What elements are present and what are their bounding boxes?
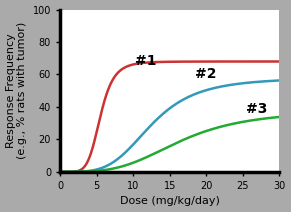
Y-axis label: Response Frequency
(e.g., % rats with tumor): Response Frequency (e.g., % rats with tu…	[6, 22, 27, 159]
Text: #2: #2	[195, 67, 217, 81]
Text: #1: #1	[135, 54, 156, 68]
Text: #3: #3	[246, 102, 268, 116]
X-axis label: Dose (mg/kg/day): Dose (mg/kg/day)	[120, 197, 220, 206]
